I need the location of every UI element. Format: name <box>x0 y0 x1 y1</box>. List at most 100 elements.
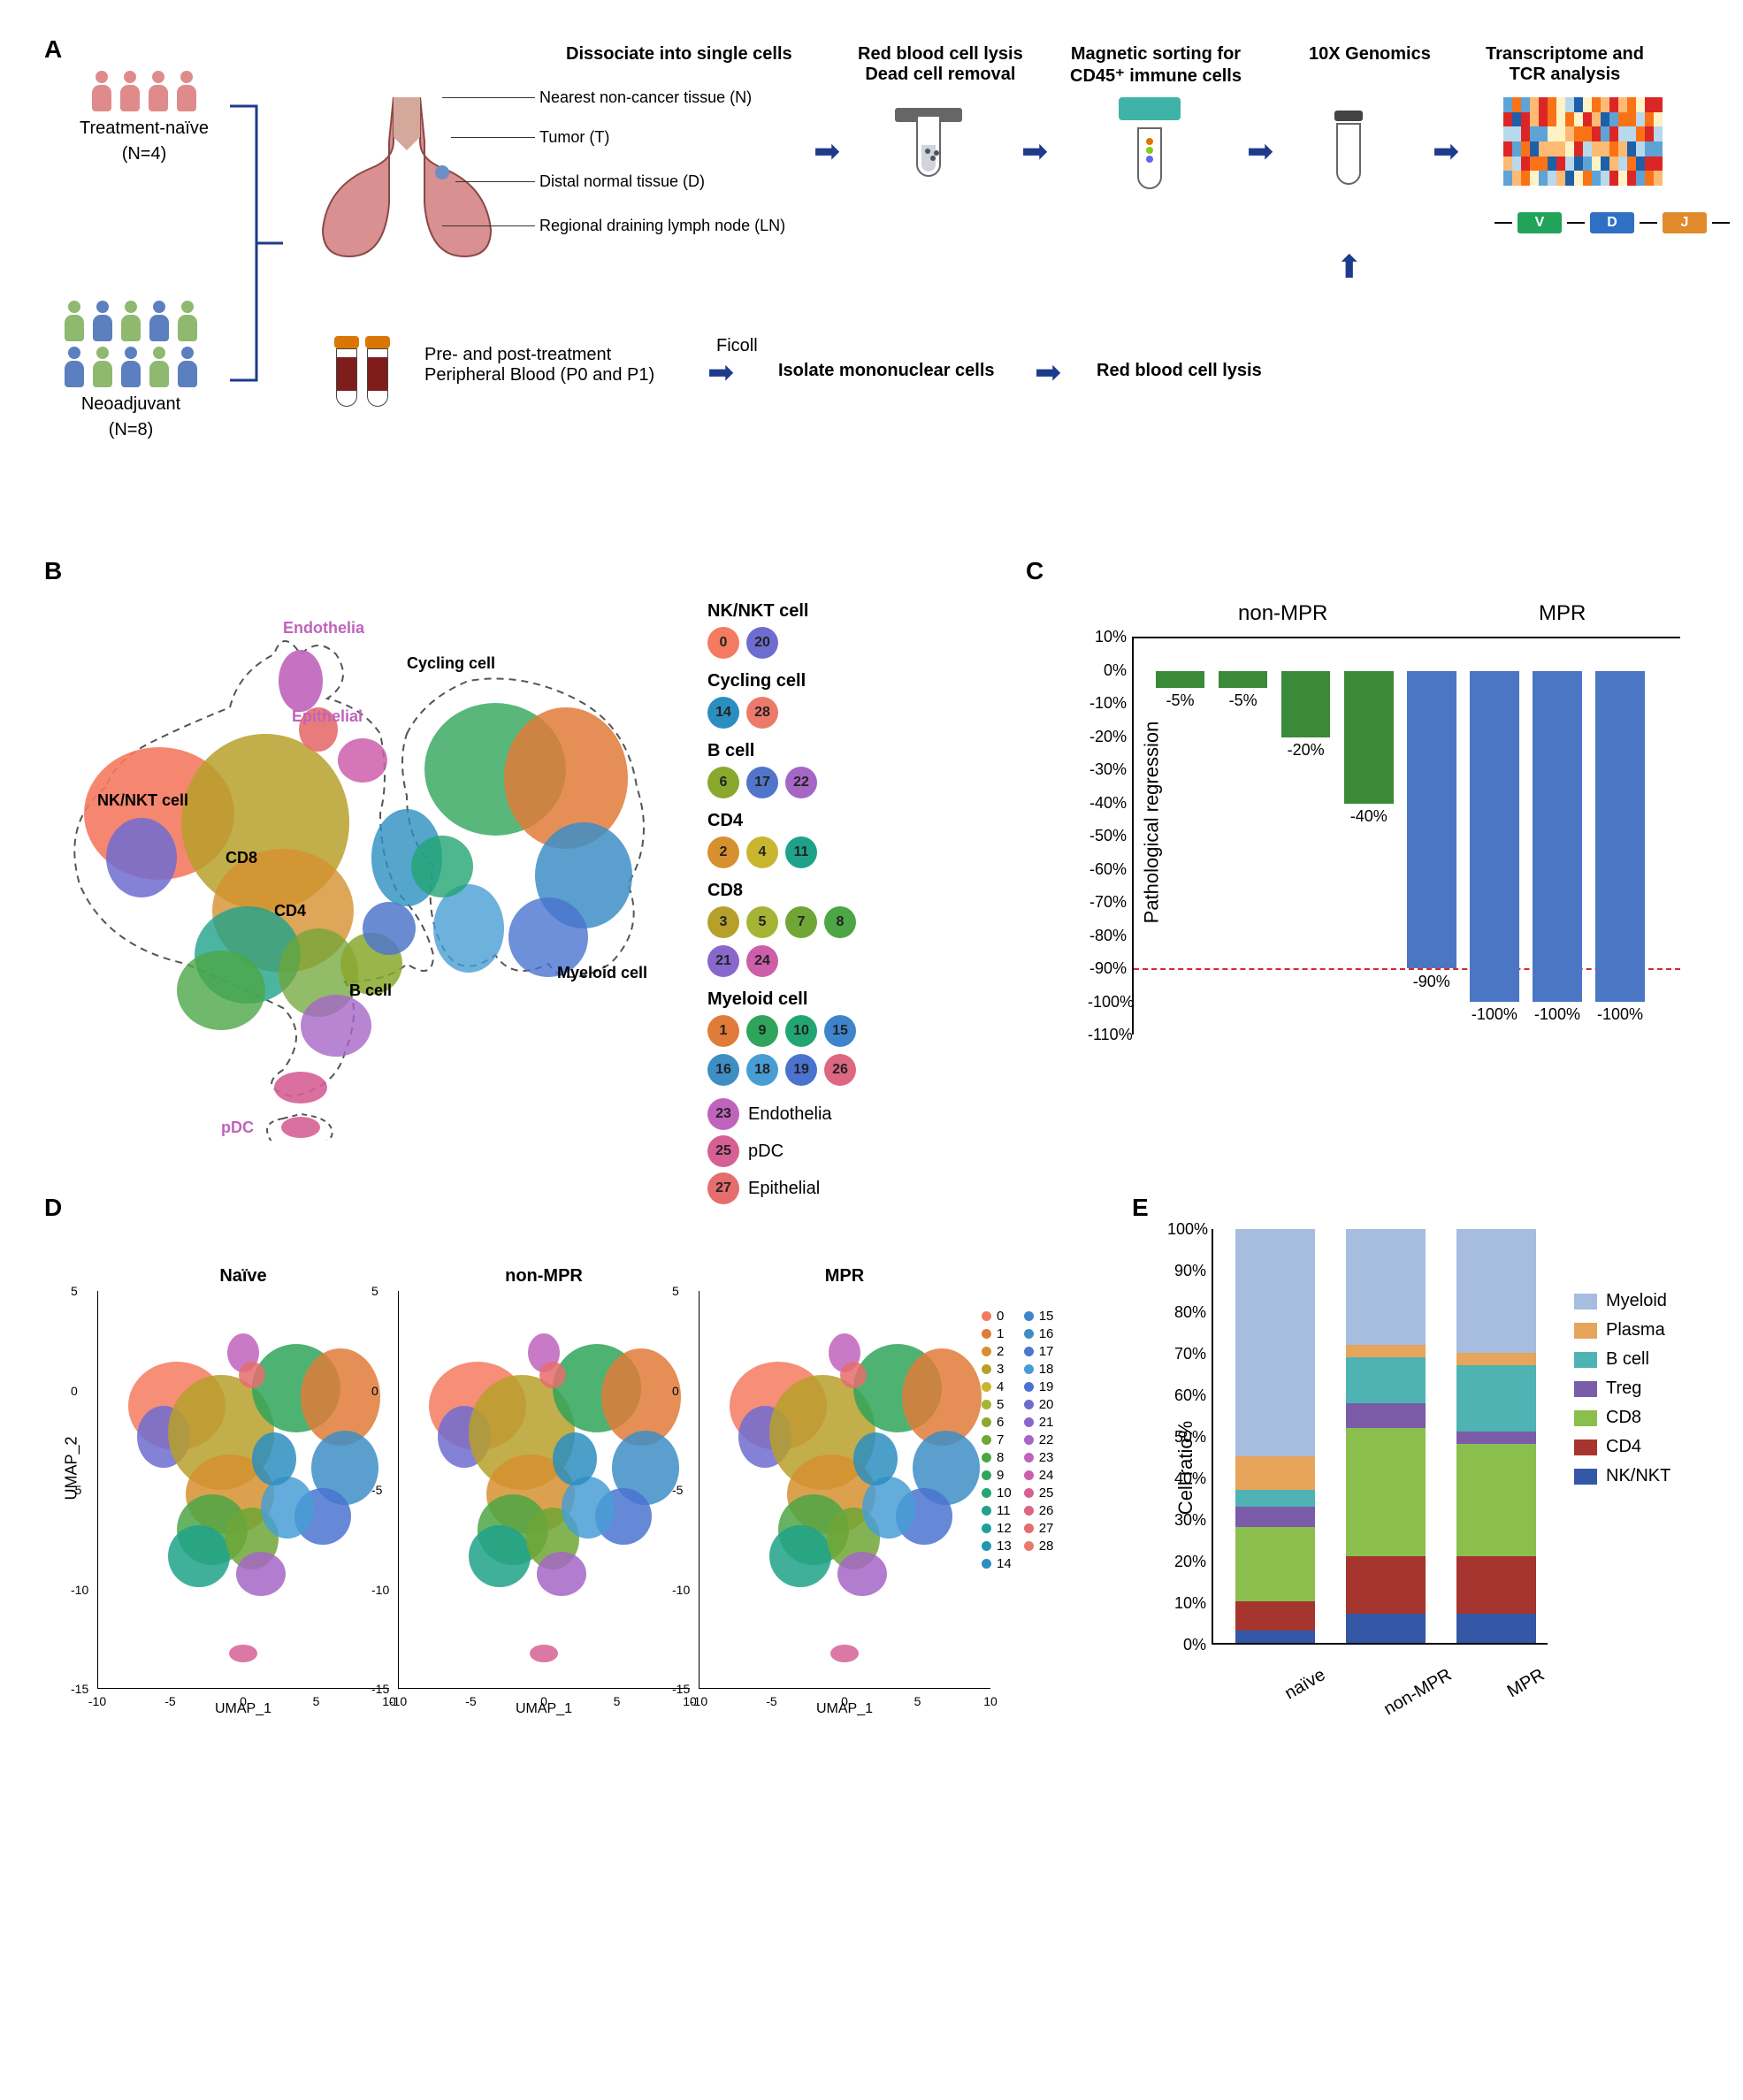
e-segment <box>1235 1601 1315 1630</box>
umap-xtick: 5 <box>313 1694 320 1708</box>
umap-small: Naïve-10-50510-15-10-505UMAP_1 <box>97 1291 389 1689</box>
e-segment <box>1456 1432 1536 1444</box>
umap-small: non-MPR-10-50510-15-10-505UMAP_1 <box>398 1291 690 1689</box>
legend-d-label: 13 <box>997 1539 1012 1554</box>
legend-d-dot <box>982 1470 991 1480</box>
ficoll-label: Ficoll <box>716 336 758 356</box>
e-segment <box>1346 1357 1426 1402</box>
e-segment <box>1456 1444 1536 1555</box>
legend-d-item: 2 <box>982 1344 1012 1359</box>
e-segment <box>1235 1456 1315 1489</box>
c-ytick: -110% <box>1088 1026 1127 1044</box>
legend-d-label: 0 <box>997 1309 1004 1324</box>
tissue-line-d <box>455 181 535 182</box>
legend-d-dot <box>982 1523 991 1533</box>
legend-d-dot <box>1024 1329 1034 1339</box>
legend-d-label: 21 <box>1039 1415 1054 1430</box>
tissue-line-t <box>451 137 535 138</box>
person-icon <box>62 301 87 343</box>
umap-ytick: -10 <box>371 1583 389 1597</box>
panel-a: Treatment-naïve (N=4) Neoadjuvant (N=8) … <box>35 35 1708 531</box>
c-bar-label: -100% <box>1597 1005 1643 1024</box>
legend-d-dot <box>1024 1347 1034 1356</box>
e-segment <box>1346 1403 1426 1428</box>
e-ytick: 30% <box>1167 1511 1206 1530</box>
tissue-ln-label: Regional draining lymph node (LN) <box>539 217 785 235</box>
tissue-d-label: Distal normal tissue (D) <box>539 172 705 191</box>
legend-d-item: 24 <box>1024 1468 1054 1483</box>
e-ytick: 0% <box>1167 1636 1206 1654</box>
legend-d-dot <box>1024 1364 1034 1374</box>
c-bar-label: -20% <box>1288 741 1325 760</box>
person-icon <box>62 347 87 389</box>
arrow-icon: ➡ <box>707 354 734 391</box>
legend-d-label: 14 <box>997 1556 1012 1571</box>
legend-d-dot <box>1024 1400 1034 1409</box>
legend-d-item: 6 <box>982 1415 1012 1430</box>
c-bar <box>1470 671 1519 1001</box>
legend-d-dot <box>1024 1523 1034 1533</box>
legend-d-label: 20 <box>1039 1397 1054 1412</box>
legend-d-label: 12 <box>997 1521 1012 1536</box>
legend-singleton: 27Epithelial <box>707 1172 884 1204</box>
e-ytick: 10% <box>1167 1594 1206 1613</box>
cluster-circle: 21 <box>707 945 739 977</box>
person-icon <box>90 347 115 389</box>
c-ytick: 10% <box>1088 628 1127 646</box>
cohort-bracket <box>221 88 292 398</box>
umap-xtick: -5 <box>164 1694 175 1708</box>
vdj-v: V <box>1517 212 1562 233</box>
legend-singleton-label: Endothelia <box>748 1104 832 1125</box>
e-ytick: 50% <box>1167 1428 1206 1447</box>
c-bar <box>1595 671 1645 1001</box>
legend-d-item: 12 <box>982 1521 1012 1536</box>
legend-d-label: 15 <box>1039 1309 1054 1324</box>
panel-e-label: E <box>1132 1194 1149 1222</box>
e-segment <box>1456 1365 1536 1432</box>
legend-d-label: 3 <box>997 1362 1004 1377</box>
e-segment <box>1346 1428 1426 1556</box>
person-icon <box>118 301 143 343</box>
umap-ytick: -5 <box>672 1483 683 1497</box>
e-xlabel: naïve <box>1281 1665 1329 1704</box>
c-ytick: -80% <box>1088 927 1127 945</box>
cluster-circle: 25 <box>707 1135 739 1167</box>
e-ytick: 100% <box>1167 1220 1206 1239</box>
legend-d-item: 3 <box>982 1362 1012 1377</box>
panel-c: Pathological regression -5%-5%-20%-40%-9… <box>1035 584 1707 1061</box>
person-icon <box>118 71 142 113</box>
arrow-icon: ➡ <box>1247 133 1273 170</box>
legend-d-label: 28 <box>1039 1539 1054 1554</box>
tube-icon-1 <box>911 115 946 195</box>
legend-d-dot <box>982 1364 991 1374</box>
legend-d-label: 9 <box>997 1468 1004 1483</box>
step-rbc: Red blood cell lysisDead cell removal <box>858 44 1023 85</box>
legend-e-swatch <box>1574 1410 1597 1426</box>
legend-d-label: 16 <box>1039 1326 1054 1341</box>
person-icon <box>146 71 171 113</box>
c-ytick: -50% <box>1088 827 1127 845</box>
c-bar <box>1407 671 1456 968</box>
legend-group-title: CD8 <box>707 881 884 901</box>
e-xlabel: MPR <box>1504 1665 1548 1702</box>
annot-endothelia: Endothelia <box>283 619 364 638</box>
legend-e-item: CD8 <box>1574 1408 1670 1428</box>
e-segment <box>1456 1556 1536 1615</box>
legend-singleton-label: Epithelial <box>748 1179 820 1199</box>
cluster-circle: 4 <box>746 836 778 868</box>
e-segment <box>1346 1614 1426 1643</box>
legend-d-label: 26 <box>1039 1503 1054 1518</box>
e-segment <box>1235 1630 1315 1643</box>
annot-cd8: CD8 <box>226 849 257 867</box>
legend-group: CD42411 <box>707 811 884 868</box>
umap-ytick: 0 <box>71 1384 78 1398</box>
panel-b: Endothelia Epithelial Cycling cell NK/NK… <box>35 566 990 1167</box>
person-icon <box>147 301 172 343</box>
cluster-circle: 2 <box>707 836 739 868</box>
legend-d-dot <box>982 1311 991 1321</box>
legend-d-dot <box>982 1488 991 1498</box>
annot-nknkt: NK/NKT cell <box>97 791 188 810</box>
legend-d-label: 7 <box>997 1432 1004 1447</box>
e-segment <box>1456 1353 1536 1365</box>
legend-d-label: 17 <box>1039 1344 1054 1359</box>
